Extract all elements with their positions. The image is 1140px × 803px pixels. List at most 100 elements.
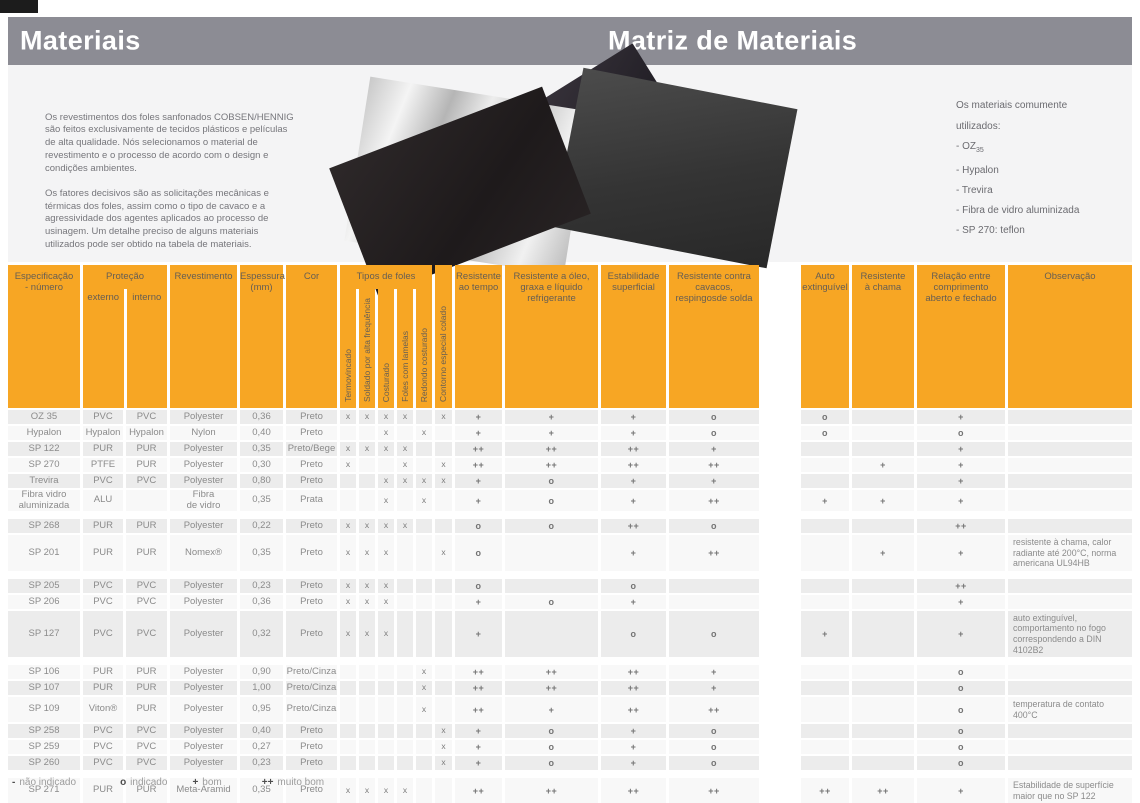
spec-cell: SP 260 bbox=[8, 756, 80, 771]
resistente-oleo-cell: o bbox=[505, 474, 598, 488]
cor-cell: Preto bbox=[286, 426, 337, 440]
fole-type-cell bbox=[397, 610, 413, 658]
col-header-tipos-de-foles: Tipos de foles Termovincado Soldado por … bbox=[340, 265, 432, 408]
estabilidade-cell: ++ bbox=[601, 519, 666, 534]
protecao-interno-cell: PVC bbox=[126, 474, 167, 488]
estabilidade-cell: + bbox=[601, 535, 666, 571]
fole-type-cell bbox=[340, 740, 356, 755]
revestimento-cell: Polyester bbox=[170, 578, 237, 593]
page-title-left: Materiais bbox=[20, 25, 141, 56]
auto-extinguivel-cell bbox=[801, 519, 849, 534]
resistente-tempo-cell: + bbox=[455, 610, 502, 658]
relacao-comprimento-cell: o bbox=[917, 681, 1005, 696]
estabilidade-cell: o bbox=[601, 578, 666, 593]
fole-type-cell: x bbox=[378, 474, 394, 488]
fole-type-cell bbox=[416, 442, 432, 456]
estabilidade-cell: + bbox=[601, 756, 666, 771]
col-header-soldado-alta-frequencia: Soldado por alta frequência bbox=[359, 289, 375, 408]
legend-item: - não indicado bbox=[12, 777, 76, 788]
fabric-swatches-image bbox=[329, 43, 808, 296]
espessura-cell: 0,40 bbox=[240, 426, 283, 440]
espessura-cell: 1,00 bbox=[240, 681, 283, 696]
resistente-cavacos-cell: + bbox=[669, 665, 759, 680]
cor-cell: Preto bbox=[286, 578, 337, 593]
fole-type-cell: x bbox=[435, 724, 452, 739]
spacer-cell bbox=[762, 724, 798, 738]
auto-extinguivel-cell: o bbox=[801, 426, 849, 440]
fole-type-cell bbox=[340, 490, 356, 512]
espessura-cell: 0,95 bbox=[240, 697, 283, 723]
resistente-oleo-cell: + bbox=[505, 697, 598, 723]
estabilidade-cell: + bbox=[601, 740, 666, 755]
resistente-tempo-cell: o bbox=[455, 535, 502, 571]
fole-type-cell bbox=[435, 665, 452, 680]
legend-label: indicado bbox=[130, 777, 168, 788]
fole-type-cell bbox=[416, 578, 432, 593]
legend: - não indicado o indicado + bom ++ muito bom bbox=[8, 777, 324, 788]
resistente-cavacos-cell bbox=[669, 578, 759, 593]
fole-type-cell: x bbox=[359, 778, 375, 803]
resistente-chama-cell bbox=[852, 442, 914, 456]
resistente-tempo-cell: + bbox=[455, 724, 502, 739]
spec-cell: SP 268 bbox=[8, 519, 80, 534]
auto-extinguivel-cell bbox=[801, 578, 849, 593]
fole-type-cell bbox=[416, 610, 432, 658]
auto-extinguivel-cell bbox=[801, 535, 849, 571]
fole-type-cell: x bbox=[416, 697, 432, 723]
spec-cell: Fibra vidro aluminizada bbox=[8, 489, 80, 512]
materials-matrix-table: Especificação - número Proteção externo … bbox=[8, 265, 1132, 803]
espessura-cell: 0,30 bbox=[240, 458, 283, 472]
protecao-interno-cell: PUR bbox=[126, 458, 167, 472]
fole-type-cell bbox=[397, 665, 413, 680]
estabilidade-cell: ++ bbox=[601, 778, 666, 803]
resistente-cavacos-cell: ++ bbox=[669, 490, 759, 512]
fole-type-cell bbox=[359, 697, 375, 723]
auto-extinguivel-cell: + bbox=[801, 610, 849, 658]
observacao-cell bbox=[1008, 740, 1132, 755]
fole-type-cell bbox=[397, 756, 413, 771]
fole-type-cell bbox=[397, 724, 413, 739]
protecao-externo-cell: PUR bbox=[83, 519, 123, 534]
fole-type-cell bbox=[359, 740, 375, 755]
estabilidade-cell: o bbox=[601, 610, 666, 658]
observacao-cell bbox=[1008, 681, 1132, 696]
protecao-externo-cell: PUR bbox=[83, 665, 123, 680]
resistente-cavacos-cell: ++ bbox=[669, 458, 759, 472]
revestimento-cell: Polyester bbox=[170, 442, 237, 456]
legend-item: ++ muito bom bbox=[262, 777, 324, 788]
resistente-oleo-cell: ++ bbox=[505, 778, 598, 803]
legend-symbol: - bbox=[12, 777, 16, 788]
revestimento-cell: Polyester bbox=[170, 740, 237, 755]
fole-type-cell bbox=[435, 778, 452, 803]
espessura-cell: 0,80 bbox=[240, 474, 283, 488]
fole-type-cell bbox=[378, 458, 394, 472]
fole-type-cell bbox=[397, 578, 413, 593]
observacao-cell bbox=[1008, 665, 1132, 680]
auto-extinguivel-cell bbox=[801, 665, 849, 680]
fole-type-cell bbox=[378, 665, 394, 680]
resistente-chama-cell bbox=[852, 697, 914, 723]
protecao-externo-cell: Viton® bbox=[83, 697, 123, 723]
relacao-comprimento-cell: + bbox=[917, 410, 1005, 424]
col-header-cor: Cor bbox=[286, 265, 337, 408]
protecao-externo-cell: PVC bbox=[83, 724, 123, 739]
resistente-chama-cell bbox=[852, 665, 914, 680]
protecao-interno-cell: PVC bbox=[126, 578, 167, 593]
resistente-oleo-cell: ++ bbox=[505, 442, 598, 456]
spacer-cell bbox=[762, 490, 798, 511]
resistente-chama-cell bbox=[852, 519, 914, 534]
relacao-comprimento-cell: + bbox=[917, 610, 1005, 658]
fole-type-cell: x bbox=[397, 474, 413, 488]
relacao-comprimento-cell: + bbox=[917, 458, 1005, 472]
row-group-gap bbox=[8, 772, 1132, 776]
estabilidade-cell: + bbox=[601, 426, 666, 440]
col-header-externo: externo bbox=[83, 289, 124, 408]
auto-extinguivel-cell bbox=[801, 724, 849, 739]
fole-type-cell: x bbox=[359, 442, 375, 456]
protecao-externo-cell: PVC bbox=[83, 594, 123, 609]
fole-type-cell bbox=[359, 474, 375, 488]
spacer-cell bbox=[762, 410, 798, 424]
estabilidade-cell: ++ bbox=[601, 665, 666, 680]
fole-type-cell: x bbox=[416, 681, 432, 696]
table-header: Especificação - número Proteção externo … bbox=[8, 265, 1132, 408]
